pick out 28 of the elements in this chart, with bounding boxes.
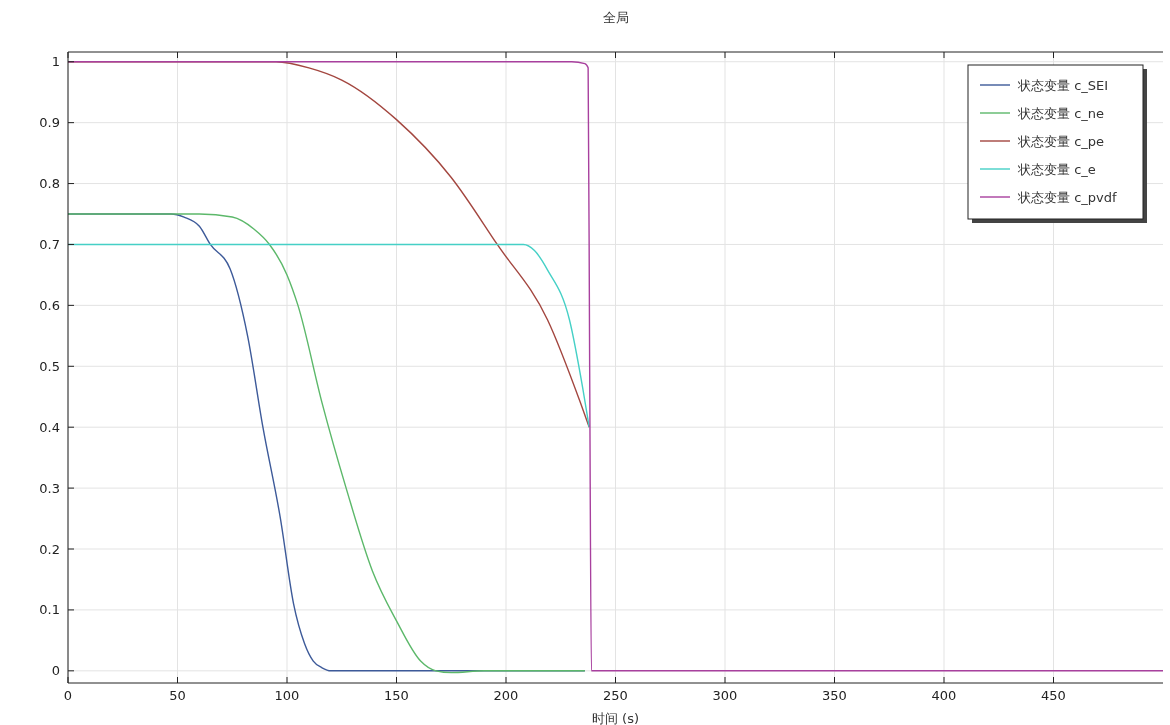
legend-label: 状态变量 c_e: [1017, 162, 1096, 177]
y-tick-label: 0.4: [39, 419, 60, 435]
x-tick-label: 50: [169, 688, 186, 703]
y-tick-label: 0: [51, 663, 60, 679]
y-tick-label: 0.2: [39, 541, 60, 557]
y-tick-label: 0.8: [39, 176, 60, 192]
x-tick-label: 300: [712, 688, 738, 703]
legend-label: 状态变量 c_SEI: [1017, 78, 1109, 93]
x-tick-label: 400: [931, 688, 957, 703]
y-tick-label: 1: [51, 54, 60, 70]
x-tick-label: 350: [822, 688, 847, 703]
x-tick-label: 200: [493, 688, 519, 703]
legend-label: 状态变量 c_ne: [1017, 106, 1105, 121]
x-tick-label: 150: [384, 688, 409, 703]
y-tick-label: 0.1: [39, 602, 60, 618]
x-tick-label: 100: [274, 688, 300, 703]
y-tick-label: 0.5: [39, 358, 60, 374]
x-tick-label: 250: [603, 688, 628, 703]
legend-label: 状态变量 c_pvdf: [1017, 190, 1117, 205]
chart-title: 全局: [602, 10, 629, 25]
y-tick-label: 0.7: [39, 236, 60, 252]
y-tick-label: 0.6: [39, 297, 60, 313]
legend-label: 状态变量 c_pe: [1017, 134, 1105, 149]
y-tick-label: 0.9: [39, 115, 60, 131]
y-tick-label: 0.3: [39, 480, 60, 496]
x-axis-title: 时间 (s): [591, 711, 640, 725]
x-tick-label: 450: [1041, 688, 1066, 703]
x-tick-label: 0: [63, 688, 73, 703]
